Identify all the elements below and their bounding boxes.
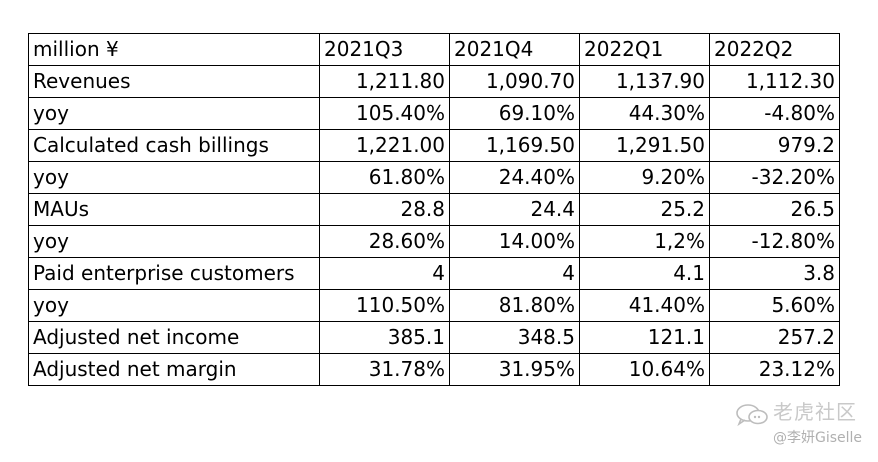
table-cell: 1,291.50 [579,129,710,162]
table-cell: 24.4 [449,193,580,226]
table-cell: -32.20% [709,161,840,194]
table-cell: 44.30% [579,97,710,130]
row-label: MAUs [28,193,320,226]
watermark: 老虎社区 @李妍Giselle [735,398,863,458]
table-cell: 69.10% [449,97,580,130]
watermark-title: 老虎社区 [773,400,857,424]
watermark-author: @李妍Giselle [773,430,863,446]
row-label: Revenues [28,65,320,98]
header-cell-2021q3: 2021Q3 [319,33,450,66]
table-cell: 31.78% [319,353,450,386]
table-cell: 1,2% [579,225,710,258]
table-cell: 23.12% [709,353,840,386]
header-cell-2022q1: 2022Q1 [579,33,710,66]
table-cell: 105.40% [319,97,450,130]
table-row-paid-customers: Paid enterprise customers 4 4 4.1 3.8 [28,257,840,290]
table-cell: 81.80% [449,289,580,322]
table-cell: 1,090.70 [449,65,580,98]
table-cell: 28.8 [319,193,450,226]
table-cell: 1,221.00 [319,129,450,162]
table-cell: 14.00% [449,225,580,258]
table-row-revenues: Revenues 1,211.80 1,090.70 1,137.90 1,11… [28,65,840,98]
table-cell: 9.20% [579,161,710,194]
table-cell: 4.1 [579,257,710,290]
table-row-adjusted-net-margin: Adjusted net margin 31.78% 31.95% 10.64%… [28,353,840,386]
financial-table: million ¥ 2021Q3 2021Q4 2022Q1 2022Q2 Re… [28,33,840,386]
row-label: yoy [28,289,320,322]
table-cell: 41.40% [579,289,710,322]
table-cell: 121.1 [579,321,710,354]
table-cell: 257.2 [709,321,840,354]
table-cell: 4 [319,257,450,290]
table-cell: 4 [449,257,580,290]
table-cell: 24.40% [449,161,580,194]
table-cell: 26.5 [709,193,840,226]
table-cell: 28.60% [319,225,450,258]
header-cell-unit: million ¥ [28,33,320,66]
table-cell: 348.5 [449,321,580,354]
table-cell: 979.2 [709,129,840,162]
table-cell: 110.50% [319,289,450,322]
chat-bubbles-icon [735,403,769,427]
table-cell: -4.80% [709,97,840,130]
header-cell-2022q2: 2022Q2 [709,33,840,66]
table-cell: 1,211.80 [319,65,450,98]
row-label: yoy [28,161,320,194]
table-cell: 61.80% [319,161,450,194]
row-label: Adjusted net margin [28,353,320,386]
table-cell: 1,169.50 [449,129,580,162]
financial-table-container: million ¥ 2021Q3 2021Q4 2022Q1 2022Q2 Re… [28,33,840,386]
table-row-paid-customers-yoy: yoy 110.50% 81.80% 41.40% 5.60% [28,289,840,322]
table-cell: 1,112.30 [709,65,840,98]
table-header-row: million ¥ 2021Q3 2021Q4 2022Q1 2022Q2 [28,33,840,66]
table-row-cash-billings: Calculated cash billings 1,221.00 1,169.… [28,129,840,162]
table-cell: 25.2 [579,193,710,226]
table-row-maus-yoy: yoy 28.60% 14.00% 1,2% -12.80% [28,225,840,258]
row-label: yoy [28,225,320,258]
table-row-cash-billings-yoy: yoy 61.80% 24.40% 9.20% -32.20% [28,161,840,194]
header-cell-2021q4: 2021Q4 [449,33,580,66]
table-cell: 1,137.90 [579,65,710,98]
table-row-adjusted-net-income: Adjusted net income 385.1 348.5 121.1 25… [28,321,840,354]
table-cell: 31.95% [449,353,580,386]
table-cell: 5.60% [709,289,840,322]
table-cell: 3.8 [709,257,840,290]
table-row-maus: MAUs 28.8 24.4 25.2 26.5 [28,193,840,226]
table-cell: 385.1 [319,321,450,354]
table-cell: -12.80% [709,225,840,258]
row-label: yoy [28,97,320,130]
row-label: Calculated cash billings [28,129,320,162]
table-cell: 10.64% [579,353,710,386]
row-label: Paid enterprise customers [28,257,320,290]
table-row-revenues-yoy: yoy 105.40% 69.10% 44.30% -4.80% [28,97,840,130]
row-label: Adjusted net income [28,321,320,354]
